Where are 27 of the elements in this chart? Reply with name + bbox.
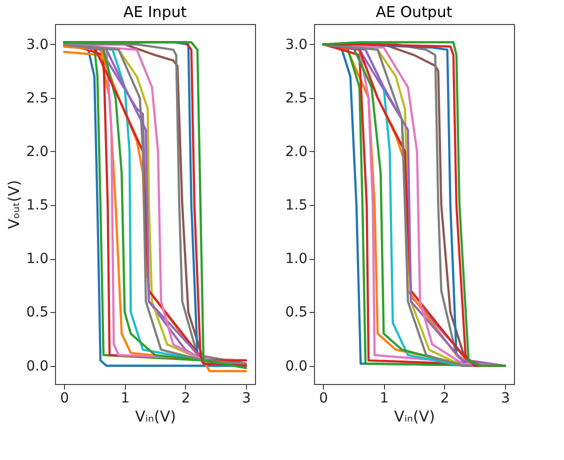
x-axis-title: Vᵢₙ(V) [135, 408, 176, 426]
chart-title: AE Output [376, 3, 452, 21]
y-tick-label: 2.5 [285, 90, 308, 106]
y-tick-label: 3.0 [285, 36, 308, 53]
y-tick-label: 0.5 [26, 304, 48, 321]
y-tick-label: 2.5 [26, 90, 48, 106]
x-axis-title: Vᵢₙ(V) [394, 408, 435, 426]
x-tick-label: 0 [319, 390, 328, 406]
chart-title: AE Input [123, 3, 187, 21]
x-tick-label: 2 [181, 390, 190, 406]
x-tick-label: 3 [500, 390, 510, 406]
x-tick-label: 2 [440, 390, 450, 406]
x-tick-label: 1 [380, 390, 389, 406]
x-tick-label: 0 [60, 390, 70, 406]
y-tick-label: 1.0 [26, 251, 48, 268]
y-tick-label: 0.0 [285, 358, 308, 374]
y-tick-label: 0.5 [285, 304, 308, 321]
y-tick-label: 1.0 [285, 251, 308, 268]
x-tick-label: 1 [120, 390, 130, 406]
x-tick-label: 3 [242, 390, 251, 406]
y-tick-label: 1.5 [26, 198, 48, 214]
y-tick-label: 2.0 [26, 144, 48, 160]
y-tick-label: 1.5 [285, 198, 308, 214]
y-tick-label: 2.0 [285, 144, 308, 160]
y-tick-label: 0.0 [26, 358, 48, 374]
y-axis-title: Vₒᵤₜ(V) [5, 180, 24, 229]
y-tick-label: 3.0 [26, 36, 48, 53]
